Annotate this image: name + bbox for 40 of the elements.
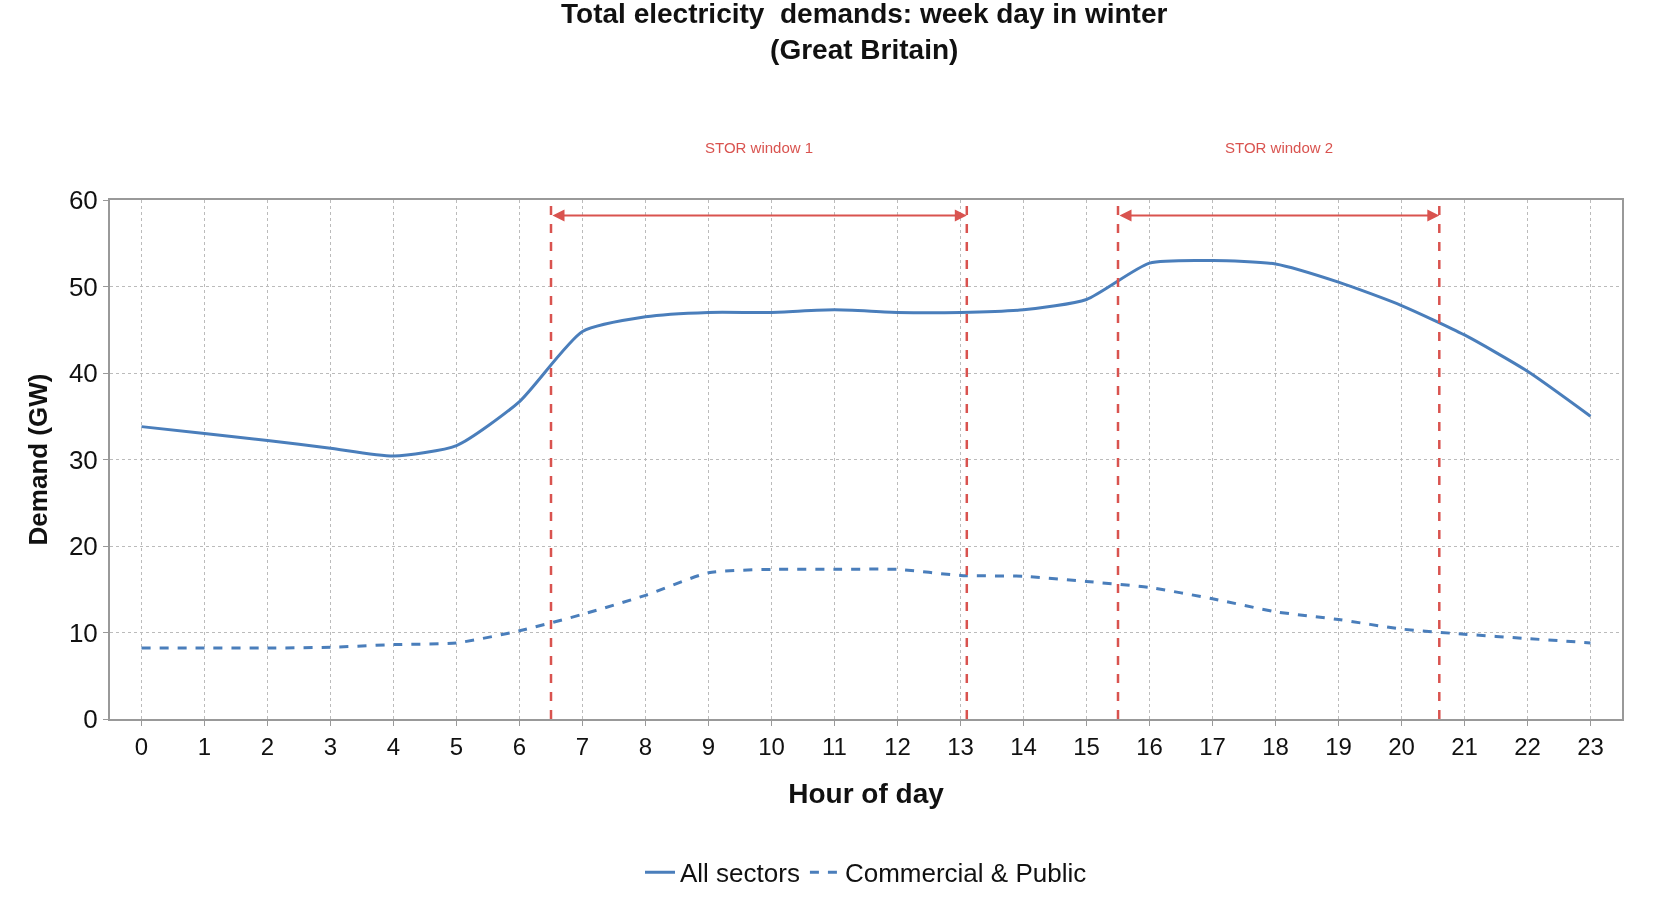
x-tick-label: 20 — [1388, 732, 1415, 760]
x-tick-label: 0 — [134, 732, 149, 760]
x-tick-label: 2 — [260, 732, 275, 760]
x-tick-label: 12 — [884, 732, 911, 760]
y-tick-label: 20 — [68, 531, 98, 562]
x-tick-label: 15 — [1073, 732, 1100, 760]
y-axis-title: Demand (GW) — [23, 373, 53, 546]
y-tick-label: 30 — [68, 444, 98, 475]
legend-label: Commercial & Public — [844, 858, 1087, 889]
x-axis-title: Hour of day — [788, 778, 945, 810]
line-series — [140, 567, 1592, 650]
x-tick-label: 18 — [1262, 732, 1289, 760]
x-tick-label: 9 — [701, 732, 716, 760]
line-series — [140, 258, 1592, 458]
legend-label: All sectors — [680, 858, 800, 889]
x-tick-label: 11 — [822, 732, 847, 760]
x-tick-label: 14 — [1010, 732, 1037, 760]
x-tick-label: 17 — [1199, 732, 1226, 760]
x-tick-label: 21 — [1451, 732, 1478, 760]
y-tick-label: 10 — [68, 617, 98, 648]
x-tick-label: 5 — [449, 732, 464, 760]
x-tick-label: 22 — [1514, 732, 1541, 760]
x-tick-label: 6 — [512, 732, 527, 760]
x-tick-label: 13 — [947, 732, 974, 760]
x-tick-label: 4 — [386, 732, 401, 760]
x-tick-label: 16 — [1136, 732, 1163, 760]
text: STOR window 2 — [1225, 139, 1334, 156]
x-tick-label: 19 — [1325, 732, 1352, 760]
y-tick-label: 40 — [68, 358, 98, 389]
x-tick-label: 1 — [197, 732, 212, 760]
x-tick-label: 10 — [758, 732, 785, 760]
y-tick-label: 60 — [68, 185, 98, 216]
x-tick-label: 7 — [575, 732, 590, 760]
x-tick-label: 8 — [638, 732, 653, 760]
x-tick-label: 23 — [1577, 732, 1604, 760]
y-tick-label: 50 — [68, 271, 98, 302]
y-tick-label: 0 — [83, 704, 98, 735]
chart-title: Total electricity demands: week day in winter (Great Britain) — [561, 0, 1168, 66]
x-tick-label: 3 — [323, 732, 338, 760]
text: STOR window 1 — [705, 139, 814, 156]
